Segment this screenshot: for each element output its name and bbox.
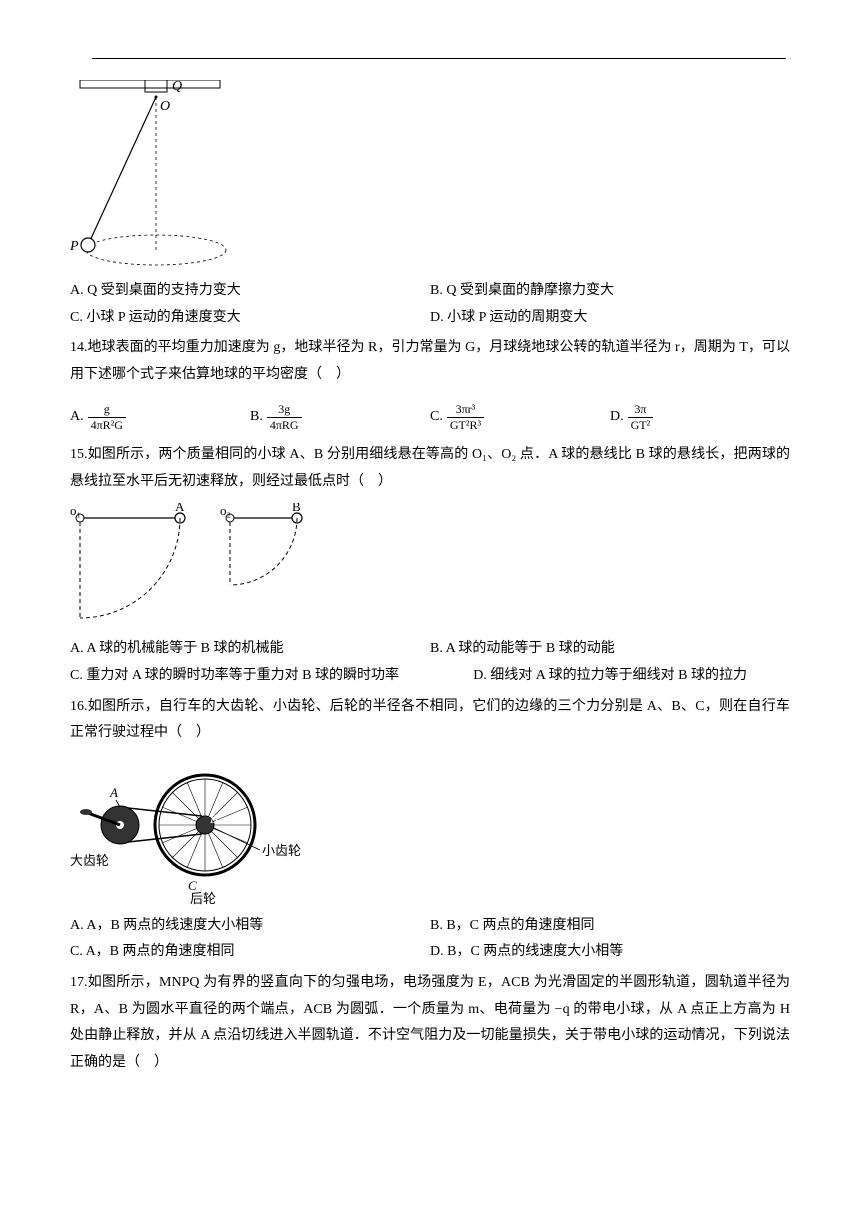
q15-label-O2: o₂ <box>220 503 231 518</box>
q13-label-O: O <box>160 99 170 114</box>
q15-optB: B. A 球的动能等于 B 球的动能 <box>430 636 790 663</box>
q16-optB: B. B，C 两点的角速度相同 <box>430 913 790 940</box>
q13-optA: A. Q 受到桌面的支持力变大 <box>70 278 430 305</box>
q13-optD: D. 小球 P 运动的周期变大 <box>430 305 790 332</box>
q16-optD: D. B，C 两点的线速度大小相等 <box>430 939 790 966</box>
q16-label-A: A <box>109 785 118 800</box>
q15-optA: A. A 球的机械能等于 B 球的机械能 <box>70 636 430 663</box>
q13-optB: B. Q 受到桌面的静摩擦力变大 <box>430 278 790 305</box>
q14-optB: B. 3g4πRG <box>250 402 430 432</box>
q15-label-B: B <box>292 503 301 514</box>
q15-stem: 15.如图所示，两个质量相同的小球 A、B 分别用细线悬在等高的 O₁、O₂ 点… <box>70 442 790 495</box>
q13-label-P: P <box>70 239 79 254</box>
q13-figure: Q O P <box>70 80 790 270</box>
q14-stem: 14.地球表面的平均重力加速度为 g，地球半径为 R，引力常量为 G，月球绕地球… <box>70 335 790 388</box>
q16-label-B: B <box>210 812 218 826</box>
q16-label-big-gear: 大齿轮 <box>70 853 109 868</box>
q15-optC: C. 重力对 A 球的瞬时功率等于重力对 B 球的瞬时功率 <box>70 663 473 690</box>
q17-stem: 17.如图所示，MNPQ 为有界的竖直向下的匀强电场，电场强度为 E，ACB 为… <box>70 970 790 1076</box>
q14-optC: C. 3πr³GT²R³ <box>430 402 610 432</box>
q16-optA: A. A，B 两点的线速度大小相等 <box>70 913 430 940</box>
q15-options-row1: A. A 球的机械能等于 B 球的机械能 B. A 球的动能等于 B 球的动能 <box>70 636 790 663</box>
q13-label-Q: Q <box>172 80 182 94</box>
q13-optC: C. 小球 P 运动的角速度变大 <box>70 305 430 332</box>
q16-label-rear-wheel: 后轮 <box>190 891 216 905</box>
q15-label-O1: o₁ <box>70 503 81 518</box>
q15-figure: o₁ A o₂ B <box>70 503 790 628</box>
q15-optD: D. 细线对 A 球的拉力等于细线对 B 球的拉力 <box>473 663 790 690</box>
q13-options: A. Q 受到桌面的支持力变大 B. Q 受到桌面的静摩擦力变大 C. 小球 P… <box>70 278 790 331</box>
q16-stem: 16.如图所示，自行车的大齿轮、小齿轮、后轮的半径各不相同，它们的边缘的三个力分… <box>70 694 790 747</box>
q16-options: A. A，B 两点的线速度大小相等 B. B，C 两点的角速度相同 C. A，B… <box>70 913 790 966</box>
q16-label-small-gear: 小齿轮 <box>262 843 301 858</box>
q16-figure: B A C 大齿轮 小齿轮 后轮 <box>70 765 790 905</box>
q15-options-row2: C. 重力对 A 球的瞬时功率等于重力对 B 球的瞬时功率 D. 细线对 A 球… <box>70 663 790 690</box>
q16-optC: C. A，B 两点的角速度相同 <box>70 939 430 966</box>
q15-label-A: A <box>175 503 185 514</box>
q14-options: A. g4πR²G B. 3g4πRG C. 3πr³GT²R³ D. 3πGT… <box>70 402 790 432</box>
top-horizontal-rule <box>92 58 786 59</box>
q14-optA: A. g4πR²G <box>70 402 250 432</box>
q14-optD: D. 3πGT² <box>610 402 790 432</box>
